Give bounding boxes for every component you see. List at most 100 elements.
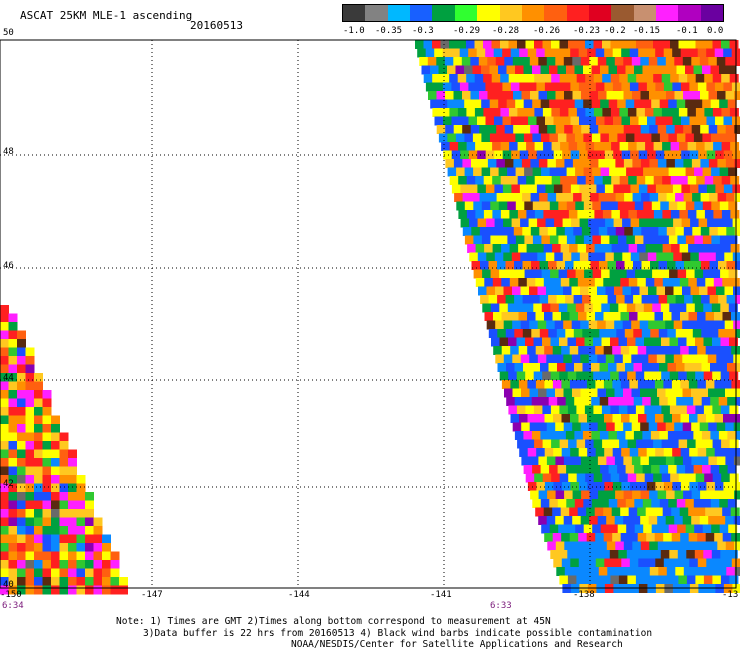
data-cell	[475, 108, 484, 117]
data-cell	[707, 117, 716, 126]
data-cell	[680, 278, 689, 287]
data-cell	[34, 424, 43, 433]
data-cell	[471, 91, 480, 100]
data-cell	[678, 406, 687, 415]
data-cell	[618, 550, 627, 559]
data-cell	[641, 193, 650, 202]
data-cell	[645, 176, 654, 185]
lat-label-42: 42	[3, 479, 14, 489]
data-cell	[667, 261, 676, 270]
data-cell	[687, 108, 696, 117]
data-cell	[0, 535, 9, 544]
data-cell	[675, 159, 684, 168]
data-cell	[26, 441, 35, 450]
data-cell	[617, 134, 626, 143]
data-cell	[462, 125, 471, 134]
data-cell	[636, 474, 645, 483]
data-cell	[672, 448, 681, 457]
data-cell	[9, 399, 18, 408]
data-cell	[641, 227, 650, 236]
data-cell	[538, 321, 547, 330]
data-cell	[623, 321, 632, 330]
data-cell	[494, 117, 503, 126]
data-cell	[486, 151, 495, 160]
data-cell	[707, 219, 716, 228]
data-cell	[627, 338, 636, 347]
data-cell	[0, 552, 9, 561]
data-cell	[510, 278, 519, 287]
data-cell	[536, 346, 545, 355]
data-cell	[717, 57, 726, 66]
data-cell	[487, 287, 496, 296]
data-cell	[471, 159, 480, 168]
data-cell	[505, 125, 514, 134]
data-cell	[705, 508, 714, 517]
data-cell	[465, 202, 474, 211]
data-cell	[68, 518, 77, 527]
data-cell	[587, 49, 596, 58]
data-cell	[94, 518, 103, 527]
data-cell	[647, 448, 656, 457]
data-cell	[702, 431, 711, 440]
data-cell	[713, 74, 722, 83]
data-cell	[624, 567, 633, 576]
data-cell	[511, 117, 520, 126]
data-cell	[533, 202, 542, 211]
data-cell	[694, 236, 703, 245]
data-cell	[538, 57, 547, 66]
data-cell	[717, 159, 726, 168]
data-cell	[642, 295, 651, 304]
data-cell	[627, 406, 636, 415]
data-cell	[0, 390, 9, 399]
data-cell	[630, 482, 639, 491]
data-cell	[594, 142, 603, 151]
data-cell	[597, 287, 606, 296]
data-cell	[458, 142, 467, 151]
data-cell	[492, 108, 501, 117]
data-cell	[0, 339, 9, 348]
data-cell	[613, 414, 622, 423]
data-cell	[655, 559, 664, 568]
data-cell	[549, 66, 558, 75]
data-cell	[555, 457, 564, 466]
data-cell	[601, 550, 610, 559]
data-cell	[697, 244, 706, 253]
data-cell	[546, 321, 555, 330]
data-cell	[690, 117, 699, 126]
data-cell	[594, 74, 603, 83]
data-cell	[521, 57, 530, 66]
data-cell	[658, 159, 667, 168]
data-cell	[468, 83, 477, 92]
data-cell	[582, 227, 591, 236]
data-cell	[577, 40, 586, 49]
data-cell	[722, 176, 731, 185]
data-cell	[621, 533, 630, 542]
data-cell	[520, 117, 529, 126]
data-cell	[552, 278, 561, 287]
data-cell	[469, 219, 478, 228]
data-cell	[584, 550, 593, 559]
data-cell	[589, 57, 598, 66]
data-cell	[573, 491, 582, 500]
data-cell	[606, 423, 615, 432]
data-cell	[68, 467, 77, 476]
data-cell	[614, 253, 623, 262]
data-cell	[671, 142, 680, 151]
data-cell	[477, 83, 486, 92]
data-cell	[699, 219, 708, 228]
data-cell	[9, 433, 18, 442]
data-cell	[531, 227, 540, 236]
data-cell	[674, 321, 683, 330]
data-cell	[524, 66, 533, 75]
data-cell	[594, 440, 603, 449]
data-cell	[692, 91, 701, 100]
data-cell	[17, 450, 26, 459]
data-cell	[564, 542, 573, 551]
data-cell	[650, 567, 659, 576]
data-cell	[599, 193, 608, 202]
data-cell	[495, 219, 504, 228]
data-cell	[684, 567, 693, 576]
data-cell	[702, 363, 711, 372]
data-cell	[549, 499, 558, 508]
data-cell	[598, 389, 607, 398]
